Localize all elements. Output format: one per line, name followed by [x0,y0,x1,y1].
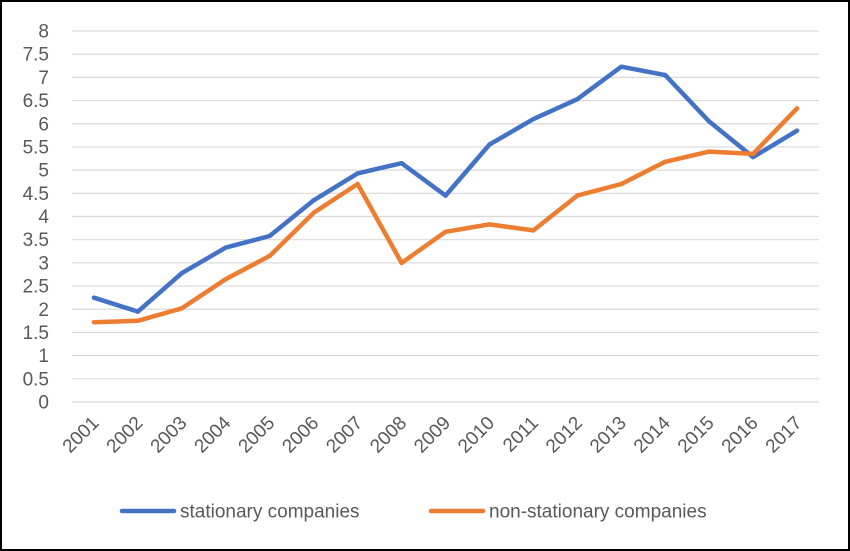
y-tick-label: 2 [38,300,49,321]
series-1-point [91,320,97,325]
y-tick-label: 6 [38,114,49,135]
series-0-point [531,116,536,122]
x-tick-label: 2015 [674,413,719,458]
series-1-point [575,193,580,198]
x-tick-label: 2014 [630,412,675,457]
series-1-point [487,222,492,227]
series-0-point [91,295,97,300]
y-tick-label: 3.5 [23,230,49,251]
series-line-1 [91,106,800,325]
series-line-0 [91,64,800,314]
series-0-point [355,171,360,176]
y-tick-label: 6.5 [23,91,49,112]
x-axis-ticks: 2001 2002 2003 2004 2005 2006 2007 2008 2009 2010… [59,412,807,457]
y-tick-label: 7 [38,68,49,89]
x-tick-label: 2017 [762,413,807,458]
series-0-point [399,161,404,166]
x-tick-label: 2010 [454,413,499,458]
series-0-point [311,198,316,203]
x-tick-label: 2002 [103,413,148,458]
series-0-point [619,64,624,69]
gridlines [72,30,819,403]
x-tick-label: 2012 [542,413,587,458]
y-axis-ticks: 0 0.511.522.5 33.544.55 5.566.577.58 [23,22,50,414]
y-tick-label: 1 [38,346,49,367]
series-0-point [663,72,668,78]
series-lines [91,64,800,325]
y-tick-label: 7.5 [23,45,49,66]
y-tick-label: 2.5 [23,277,49,298]
y-tick-label: 4 [38,207,49,228]
y-tick-label: 8 [38,22,49,43]
series-1-point [399,260,404,266]
x-tick-label: 2005 [235,413,280,458]
series-0-point [267,233,272,239]
legend-label-1: non-stationary companies [489,502,707,523]
x-tick-label: 2004 [191,412,236,457]
y-tick-label: 5 [38,161,49,182]
y-tick-label: 3 [38,253,49,274]
series-0-point [794,128,800,133]
x-tick-label: 2009 [410,413,455,458]
y-tick-label: 0 [38,393,49,414]
series-1-point [750,151,756,157]
series-1-point [311,210,316,215]
y-tick-label: 4.5 [23,184,49,205]
x-tick-label: 2003 [147,413,192,458]
series-0-point [575,97,580,102]
x-tick-label: 2006 [278,413,323,458]
series-1-point [619,181,624,187]
x-tick-label: 2008 [366,413,411,458]
x-tick-label: 2007 [322,413,367,458]
y-tick-label: 0.5 [23,369,49,390]
x-tick-label: 2001 [59,413,104,458]
x-tick-label: 2013 [586,413,631,458]
series-1-point [663,159,668,164]
y-tick-label: 1.5 [23,323,49,344]
legend-label-0: stationary companies [180,502,360,523]
x-tick-label: 2011 [499,413,543,457]
legend: stationary companies non-stationary compa… [119,502,707,523]
series-1-point [443,229,448,234]
series-0-point [706,119,712,124]
x-tick-label: 2016 [718,413,763,458]
series-1-point [531,228,536,233]
series-0-point [179,270,185,276]
series-1-point [355,181,360,187]
series-1-point [794,106,800,111]
series-1-point [179,306,185,311]
series-0-point [443,193,448,198]
series-0-point [135,309,141,314]
series-1-point [223,276,228,282]
series-0-point [487,142,492,147]
series-1-point [267,253,272,259]
series-1-point [706,149,712,154]
y-tick-label: 5.5 [23,137,49,158]
series-0-point [223,245,228,250]
series-1-point [135,318,141,323]
